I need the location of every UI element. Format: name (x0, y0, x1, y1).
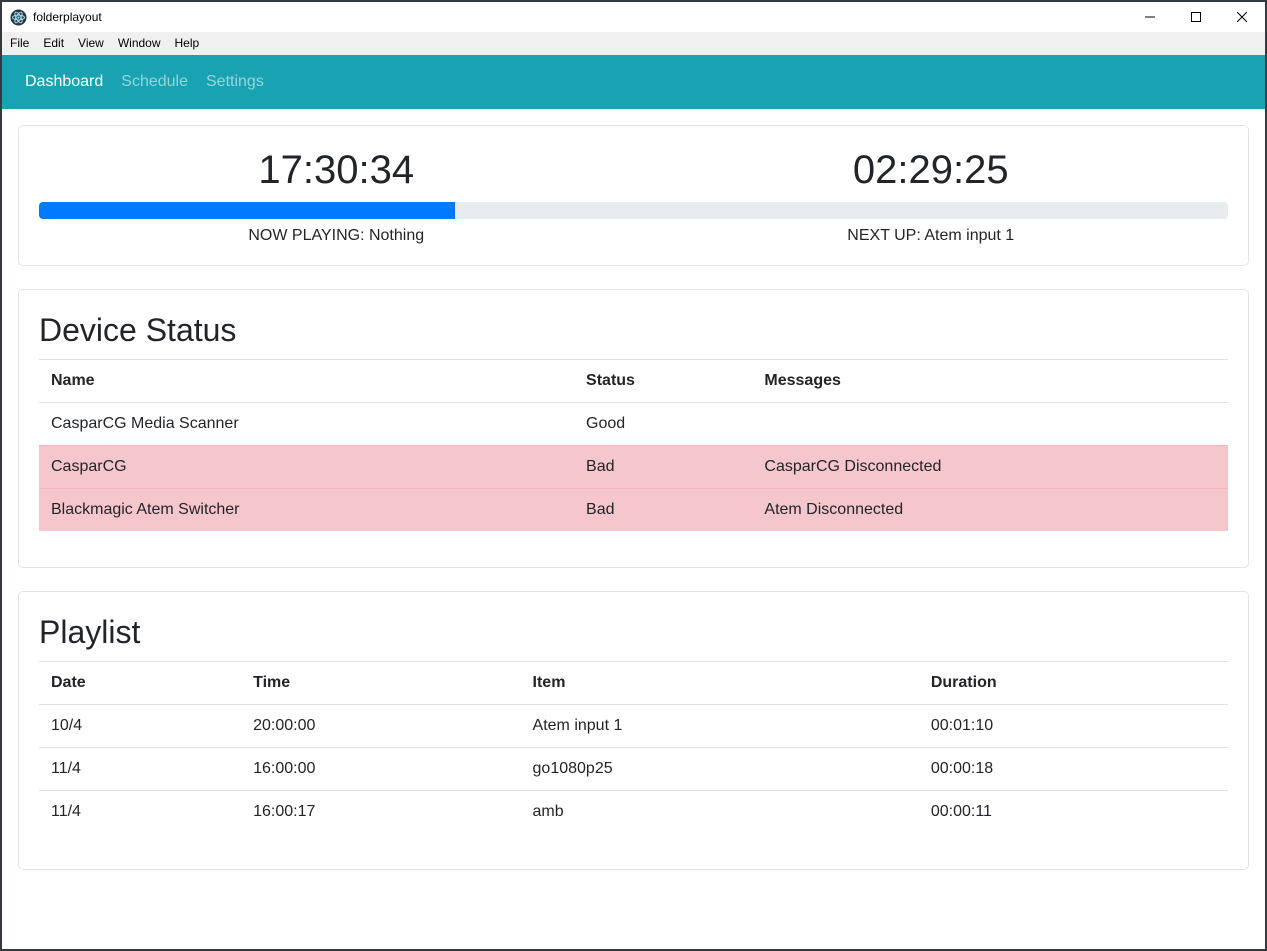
playlist-time: 20:00:00 (241, 704, 521, 748)
playlist-duration: 00:00:11 (918, 790, 1228, 833)
table-header-row: Name Status Messages (39, 359, 1228, 403)
table-header-row: Date Time Item Duration (39, 661, 1228, 705)
device-status: Bad (574, 488, 753, 531)
maximize-button[interactable] (1173, 2, 1219, 32)
device-status-table: Name Status Messages CasparCG Media Scan… (39, 359, 1228, 531)
playlist-date: 11/4 (39, 747, 242, 791)
column-header-time: Time (241, 661, 521, 705)
device-status: Good (574, 402, 753, 446)
menu-help[interactable]: Help (174, 36, 200, 50)
main-content: 17:30:34 02:29:25 NOW PLAYING: Nothing N… (2, 109, 1265, 949)
playlist-title: Playlist (39, 614, 141, 650)
table-row: 11/4 16:00:17 amb 00:00:11 (39, 790, 1228, 833)
column-header-status: Status (574, 359, 753, 403)
device-status-title: Device Status (39, 312, 237, 348)
playlist-duration: 00:01:10 (918, 704, 1228, 748)
table-row: 11/4 16:00:00 go1080p25 00:00:18 (39, 747, 1228, 791)
device-status-card: Device Status Name Status Messages Caspa… (18, 289, 1249, 568)
playlist-date: 11/4 (39, 790, 242, 833)
column-header-date: Date (39, 661, 242, 705)
menu-view[interactable]: View (78, 36, 104, 50)
menubar: File Edit View Window Help (2, 32, 1265, 55)
countdown-clock: 02:29:25 (852, 148, 1009, 192)
device-status: Bad (574, 445, 753, 489)
device-messages: CasparCG Disconnected (752, 445, 1228, 489)
playlist-item: Atem input 1 (520, 704, 919, 748)
device-messages: Atem Disconnected (752, 488, 1228, 531)
close-button[interactable] (1219, 2, 1265, 32)
close-icon (1237, 12, 1247, 22)
device-name: CasparCG Media Scanner (39, 402, 575, 446)
playlist-time: 16:00:17 (241, 790, 521, 833)
main-nav: Dashboard Schedule Settings (2, 55, 1265, 109)
maximize-icon (1191, 12, 1201, 22)
next-up-label: NEXT UP: Atem input 1 (847, 227, 1015, 244)
current-time-clock: 17:30:34 (258, 148, 415, 192)
player-card: 17:30:34 02:29:25 NOW PLAYING: Nothing N… (18, 125, 1249, 266)
nav-settings[interactable]: Settings (206, 73, 264, 90)
minimize-button[interactable] (1127, 2, 1173, 32)
playout-progress (39, 202, 1228, 219)
nav-dashboard[interactable]: Dashboard (25, 73, 104, 90)
table-row: 10/4 20:00:00 Atem input 1 00:01:10 (39, 704, 1228, 748)
playlist-card: Playlist Date Time Item Duration 10/4 (18, 591, 1249, 870)
minimize-icon (1145, 16, 1155, 18)
playlist-time: 16:00:00 (241, 747, 521, 791)
table-row: Blackmagic Atem Switcher Bad Atem Discon… (39, 488, 1228, 531)
device-name: Blackmagic Atem Switcher (39, 488, 575, 531)
playlist-date: 10/4 (39, 704, 242, 748)
column-header-item: Item (520, 661, 919, 705)
playlist-duration: 00:00:18 (918, 747, 1228, 791)
playlist-item: go1080p25 (520, 747, 919, 791)
device-messages (752, 402, 1228, 446)
progress-fill (39, 202, 456, 219)
column-header-messages: Messages (752, 359, 1228, 403)
menu-edit[interactable]: Edit (43, 36, 65, 50)
table-row: CasparCG Bad CasparCG Disconnected (39, 445, 1228, 489)
device-name: CasparCG (39, 445, 575, 489)
app-icon (10, 9, 27, 26)
now-playing-label: NOW PLAYING: Nothing (248, 227, 425, 244)
column-header-name: Name (39, 359, 575, 403)
nav-schedule[interactable]: Schedule (121, 73, 188, 90)
window-title: folderplayout (33, 10, 102, 24)
playlist-table: Date Time Item Duration 10/4 20:00:00 At… (39, 661, 1228, 833)
titlebar: folderplayout (2, 2, 1265, 32)
column-header-duration: Duration (918, 661, 1228, 705)
menu-file[interactable]: File (10, 36, 30, 50)
table-row: CasparCG Media Scanner Good (39, 402, 1228, 446)
playlist-item: amb (520, 790, 919, 833)
menu-window[interactable]: Window (117, 36, 161, 50)
